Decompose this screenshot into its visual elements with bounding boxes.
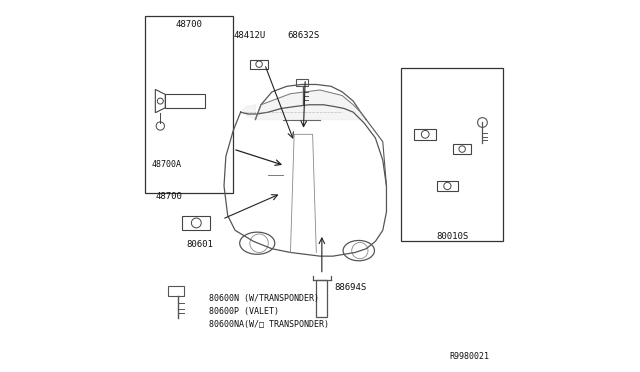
Text: 48412U: 48412U (234, 31, 266, 40)
Text: 88694S: 88694S (335, 283, 367, 292)
Text: 48700A: 48700A (152, 160, 182, 169)
Text: 48700: 48700 (175, 20, 202, 29)
Text: 80601: 80601 (187, 240, 214, 248)
Text: 80010S: 80010S (436, 232, 468, 241)
Text: 68632S: 68632S (287, 31, 319, 40)
Text: 80600P (VALET): 80600P (VALET) (209, 307, 279, 316)
Polygon shape (255, 90, 366, 119)
Text: 80600NA(W/□ TRANSPONDER): 80600NA(W/□ TRANSPONDER) (209, 320, 329, 329)
Text: 48700: 48700 (155, 192, 182, 201)
Text: 80600N (W/TRANSPONDER): 80600N (W/TRANSPONDER) (209, 294, 319, 303)
Text: R9980021: R9980021 (450, 352, 490, 361)
Polygon shape (241, 105, 255, 119)
